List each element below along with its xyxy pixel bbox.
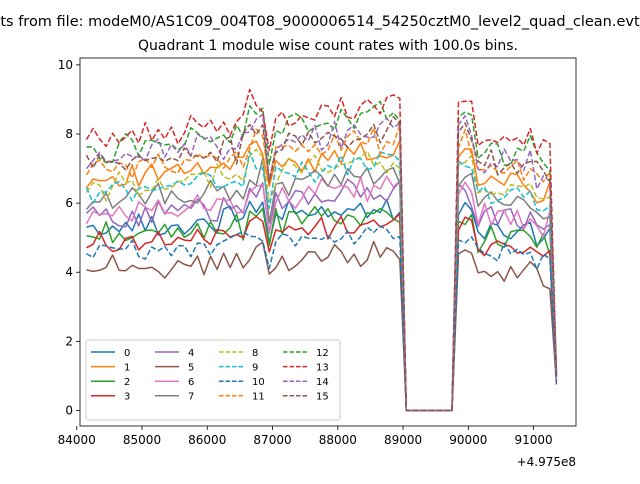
series-line-8	[85, 148, 558, 412]
legend-label-5: 5	[188, 362, 194, 373]
x-tick-label: 88000	[319, 433, 357, 447]
x-tick-label: 90000	[449, 433, 487, 447]
series-line-4	[85, 178, 558, 412]
legend-label-2: 2	[124, 377, 130, 388]
legend-label-3: 3	[124, 392, 130, 403]
legend-label-10: 10	[252, 377, 265, 388]
y-tick-label: 0	[65, 403, 73, 417]
axes-title: Quadrant 1 module wise count rates with …	[138, 38, 518, 54]
y-tick-label: 10	[58, 58, 73, 72]
series-line-1	[85, 139, 558, 412]
legend-label-4: 4	[188, 348, 194, 359]
legend-label-7: 7	[188, 392, 194, 403]
legend-label-14: 14	[316, 377, 329, 388]
x-tick-label: 86000	[188, 433, 226, 447]
series-line-3	[86, 213, 558, 412]
legend-label-1: 1	[124, 362, 130, 373]
series-line-11	[85, 123, 558, 412]
series-line-15	[85, 115, 558, 412]
legend-label-0: 0	[124, 348, 130, 359]
plot-area	[85, 88, 558, 412]
x-tick-label: 87000	[253, 433, 291, 447]
x-tick-label: 84000	[58, 433, 96, 447]
legend-label-15: 15	[316, 392, 329, 403]
series-line-10	[86, 225, 558, 412]
x-tick-label: 91000	[514, 433, 552, 447]
legend-box	[85, 339, 341, 421]
axes-frame	[79, 57, 577, 427]
series-line-7	[85, 158, 558, 412]
x-tick-label: 85000	[123, 433, 161, 447]
x-tick-label: 89000	[384, 433, 422, 447]
series-line-5	[86, 240, 558, 412]
legend-label-6: 6	[188, 377, 194, 388]
series-line-13	[85, 88, 558, 412]
series-line-2	[86, 205, 558, 412]
legend-label-13: 13	[316, 362, 329, 373]
legend-label-12: 12	[316, 348, 329, 359]
y-tick-label: 4	[65, 265, 73, 279]
legend-label-8: 8	[252, 348, 258, 359]
x-offset-label: +4.975e8	[517, 455, 576, 469]
legend-label-9: 9	[252, 362, 258, 373]
series-line-12	[86, 100, 558, 412]
legend-label-11: 11	[252, 392, 265, 403]
figure-suptitle: ts from file: modeM0/AS1C09_004T08_90000…	[0, 14, 640, 30]
series-line-14	[85, 113, 558, 412]
series-line-0	[86, 198, 558, 412]
y-tick-label: 2	[65, 334, 73, 348]
y-tick-label: 8	[65, 127, 73, 141]
series-line-6	[85, 175, 558, 412]
y-tick-label: 6	[65, 196, 73, 210]
axis-ticks: 84000 85000 86000 87000 88000 89000 90000 91000…	[58, 58, 553, 447]
